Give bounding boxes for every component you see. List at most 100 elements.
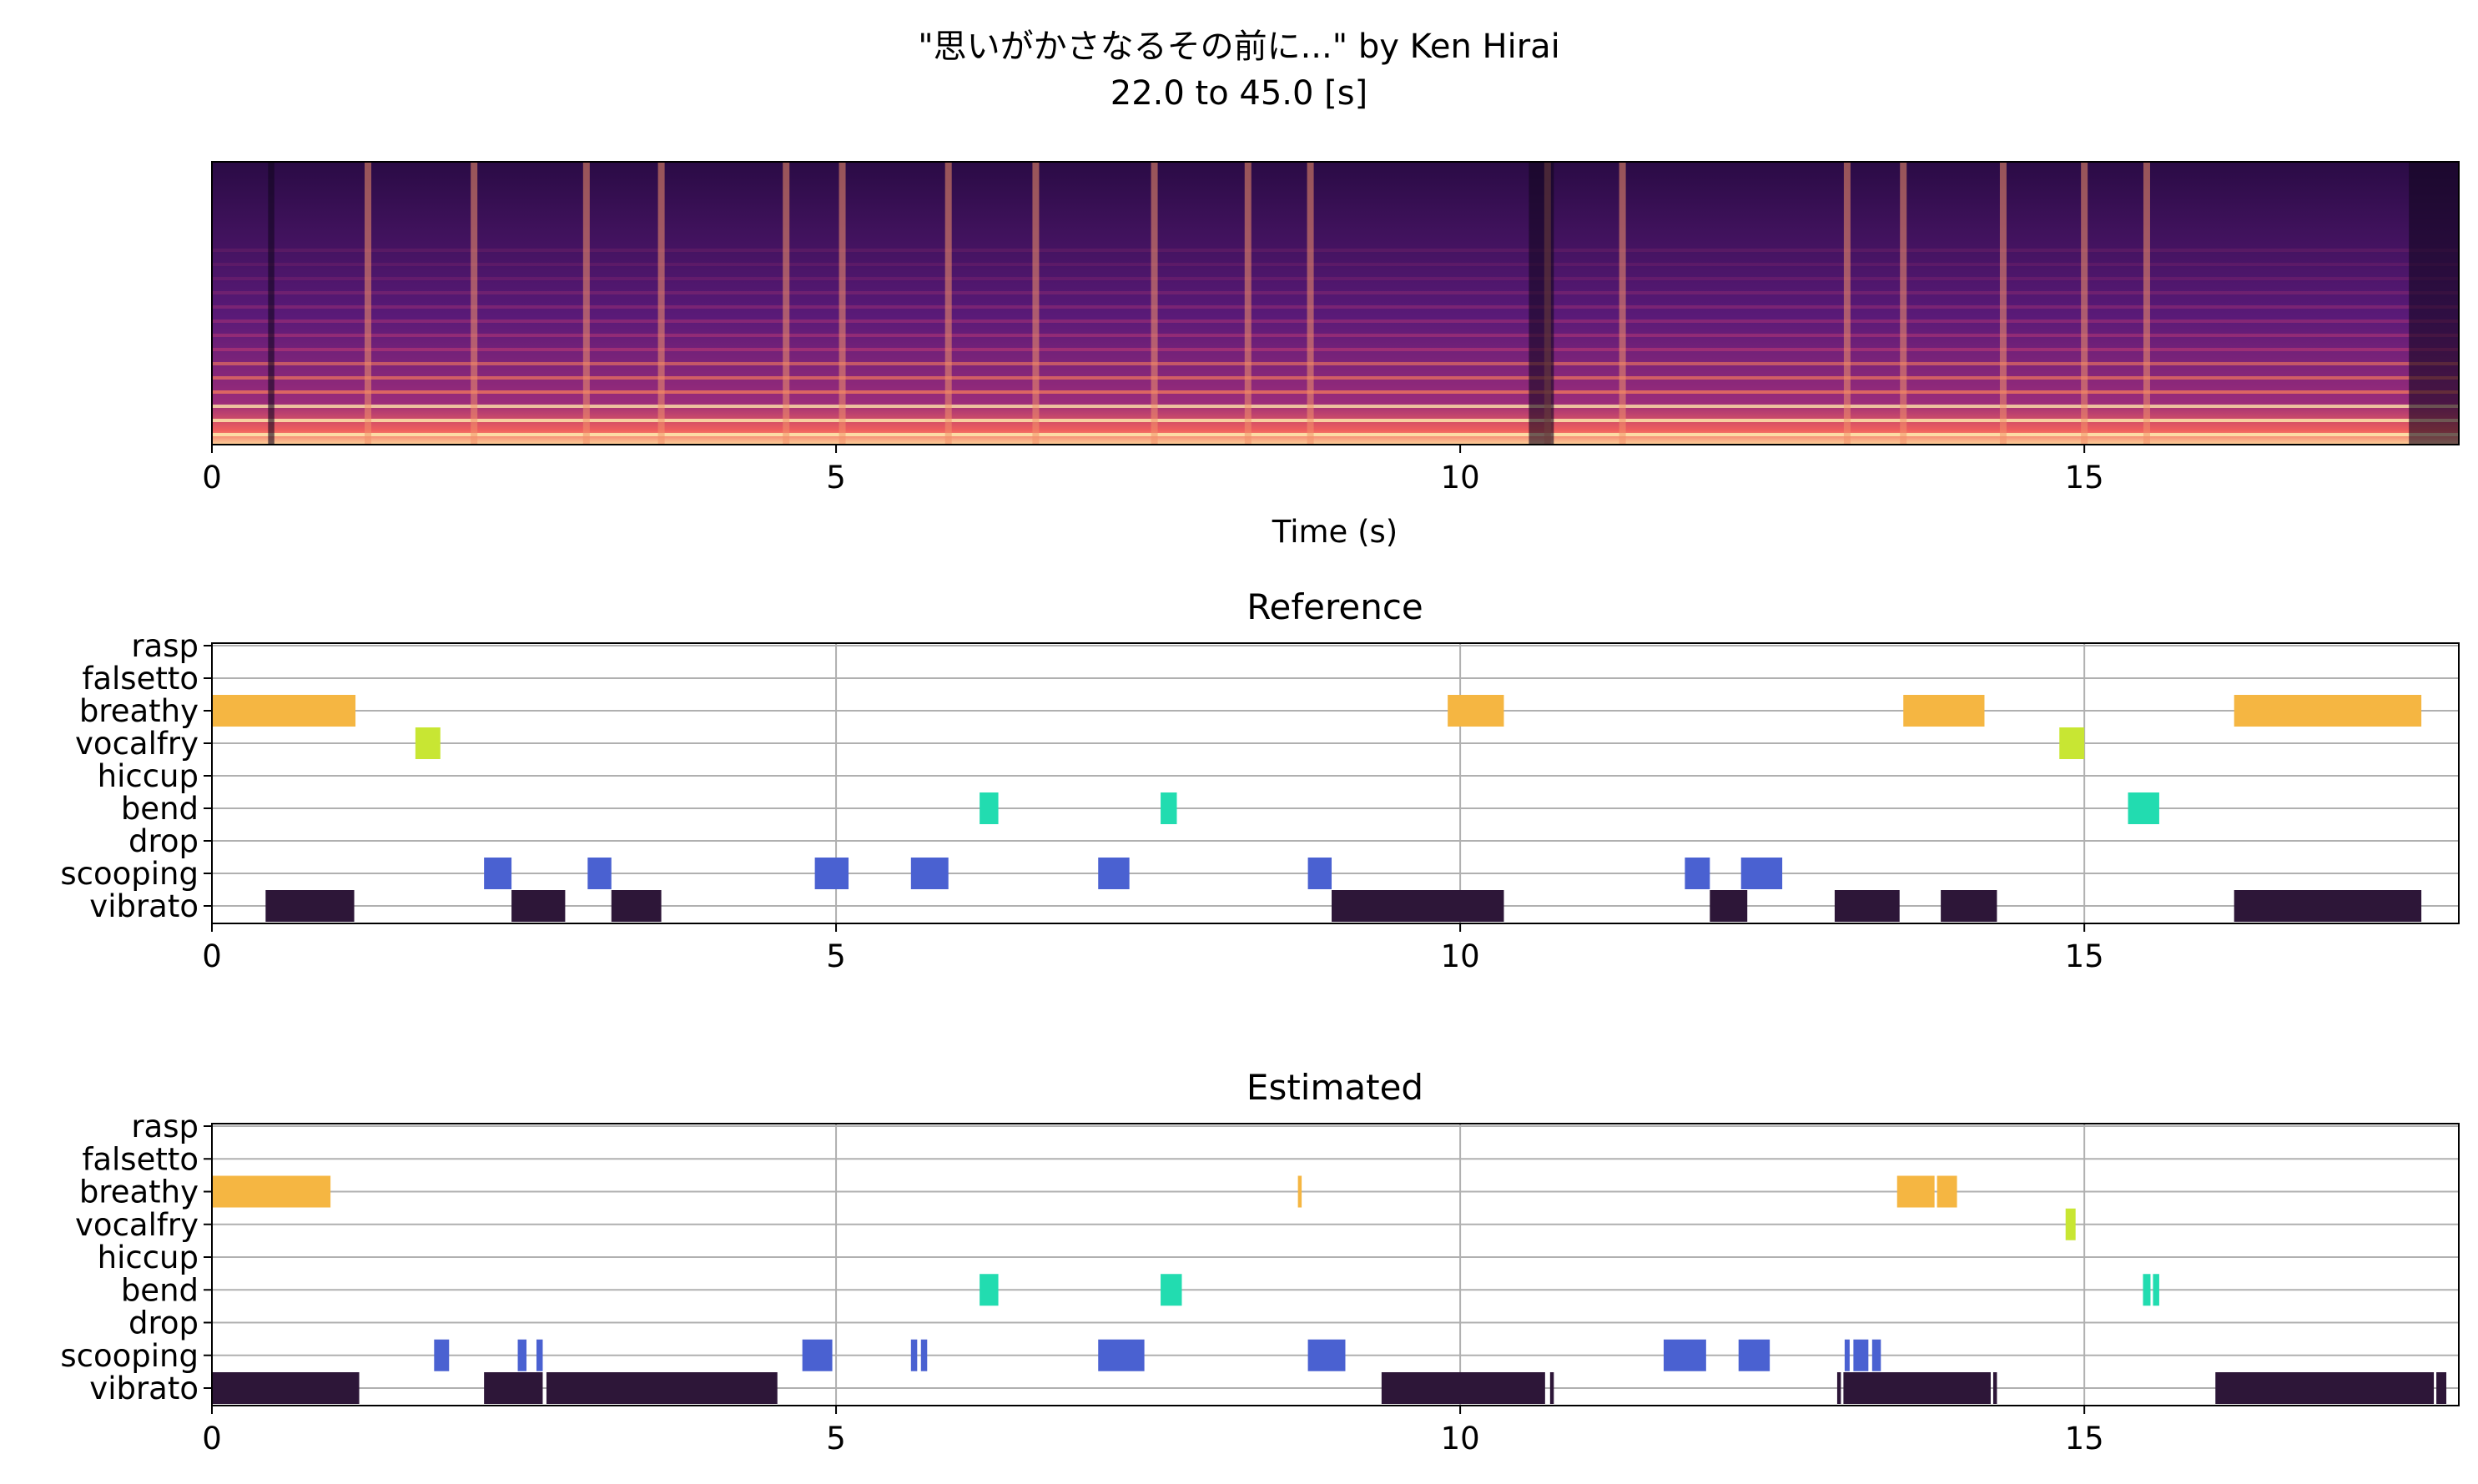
bar-scooping (1098, 858, 1130, 889)
y-tick-label-bend: bend (121, 1272, 199, 1308)
x-tick-label: 15 (2065, 1421, 2104, 1456)
spectrogram-boundaries (268, 162, 2459, 445)
y-tick-label-falsetto: falsetto (82, 661, 199, 697)
bar-scooping (920, 1339, 928, 1371)
estimated-y-ticks: raspfalsettobreathyvocalfryhiccupbenddro… (60, 1109, 212, 1406)
bar-scooping (1685, 858, 1710, 889)
y-tick-label-scooping: scooping (60, 856, 199, 892)
y-tick-label-vocalfry: vocalfry (75, 726, 199, 762)
bar-vocalfry (2059, 727, 2085, 759)
figure-subtitle: 22.0 to 45.0 [s] (1110, 74, 1368, 113)
bar-vibrato (546, 1372, 778, 1404)
y-tick-label-drop: drop (128, 1305, 199, 1341)
bar-vocalfry (415, 727, 441, 759)
y-tick-label-rasp: rasp (131, 628, 199, 664)
y-tick-label-scooping: scooping (60, 1338, 199, 1374)
spectrogram-onset (1843, 162, 1851, 445)
bar-vibrato (1549, 1372, 1554, 1404)
spectrogram-onset (1032, 162, 1040, 445)
bar-vibrato (484, 1372, 543, 1404)
estimated-title: Estimated (1247, 1067, 1423, 1108)
bar-vibrato (212, 1372, 360, 1404)
estimated-bars (212, 1175, 2447, 1404)
bar-vibrato (1710, 890, 1748, 922)
bar-vibrato (1332, 890, 1504, 922)
bar-scooping (1663, 1339, 1706, 1371)
reference-title: Reference (1247, 586, 1423, 627)
x-tick-label: 10 (1441, 1421, 1480, 1456)
spectrogram-onset (1619, 162, 1626, 445)
bar-bend (980, 792, 999, 824)
x-tick-label: 0 (202, 938, 222, 974)
bar-scooping (1098, 1339, 1145, 1371)
bar-vibrato (1381, 1372, 1545, 1404)
estimated-frame (211, 1123, 2460, 1406)
spectrogram-onset (471, 162, 478, 445)
bar-breathy (1297, 1175, 1302, 1208)
bar-vibrato (1992, 1372, 1997, 1404)
x-tick-label: 5 (826, 1421, 846, 1456)
bar-vibrato (511, 890, 566, 922)
spectrogram-gap (2409, 162, 2459, 445)
bar-bend (1161, 1274, 1182, 1306)
bar-vibrato (2436, 1372, 2447, 1404)
spectrogram-onset (839, 162, 846, 445)
bar-vibrato (1834, 890, 1900, 922)
bar-scooping (1871, 1339, 1881, 1371)
bar-vibrato (265, 890, 355, 922)
y-tick-label-hiccup: hiccup (98, 1240, 199, 1275)
reference-y-ticks: raspfalsettobreathyvocalfryhiccupbenddro… (60, 628, 212, 924)
bar-vibrato (2215, 1372, 2435, 1404)
reference-x-ticks: 0 5 10 15 (202, 923, 2104, 974)
bar-bend (980, 1274, 999, 1306)
spectrogram-onset (1999, 162, 2007, 445)
bar-scooping (910, 1339, 918, 1371)
figure-title: "思いがかさなるその前に..." by Ken Hirai (918, 28, 1560, 66)
bar-scooping (484, 858, 512, 889)
y-tick-label-breathy: breathy (79, 693, 199, 729)
bar-bend (2153, 1274, 2159, 1306)
bar-scooping (1740, 858, 1783, 889)
spectrogram-gap (268, 162, 274, 445)
bar-scooping (517, 1339, 527, 1371)
y-tick-label-breathy: breathy (79, 1175, 199, 1210)
spectrogram-onset (783, 162, 790, 445)
bar-breathy (1448, 695, 1504, 727)
spectrogram-onset (2143, 162, 2150, 445)
bar-scooping (910, 858, 949, 889)
spectrogram-frame (211, 161, 2460, 445)
reference-grid (211, 643, 2459, 923)
bar-scooping (1844, 1339, 1850, 1371)
x-tick-label: 5 (826, 938, 846, 974)
reference-panel: Reference raspfalsettobreathyvocalfryhic… (60, 586, 2460, 974)
bar-scooping (1853, 1339, 1869, 1371)
spectrogram-gap (1529, 162, 1554, 445)
bar-breathy (2234, 695, 2422, 727)
bar-breathy (212, 695, 356, 727)
reference-bars (212, 695, 2422, 922)
x-tick-label: 10 (1441, 460, 1480, 496)
spectrogram-x-ticks: 0 5 10 15 (202, 445, 2104, 496)
bar-breathy (212, 1175, 331, 1208)
bar-vibrato (1941, 890, 1997, 922)
spectrogram-onset (1151, 162, 1158, 445)
spectrogram-onset (1244, 162, 1252, 445)
spectrogram-onset (582, 162, 590, 445)
bar-scooping (814, 858, 849, 889)
bar-vocalfry (2065, 1208, 2076, 1240)
bar-scooping (587, 858, 612, 889)
spectrogram-onset (1307, 162, 1314, 445)
bar-scooping (434, 1339, 450, 1371)
x-tick-label: 0 (202, 460, 222, 496)
spectrogram-panel: 0 5 10 15 Time (s) (202, 161, 2460, 550)
x-tick-label: 15 (2065, 460, 2104, 496)
spectrogram-onset (2081, 162, 2088, 445)
y-tick-label-falsetto: falsetto (82, 1141, 199, 1177)
y-tick-label-hiccup: hiccup (98, 758, 199, 794)
bar-scooping (536, 1339, 543, 1371)
spectrogram-onset (1900, 162, 1907, 445)
spectrogram-background (212, 162, 2459, 445)
bar-scooping (1307, 1339, 1346, 1371)
bar-vibrato (611, 890, 662, 922)
